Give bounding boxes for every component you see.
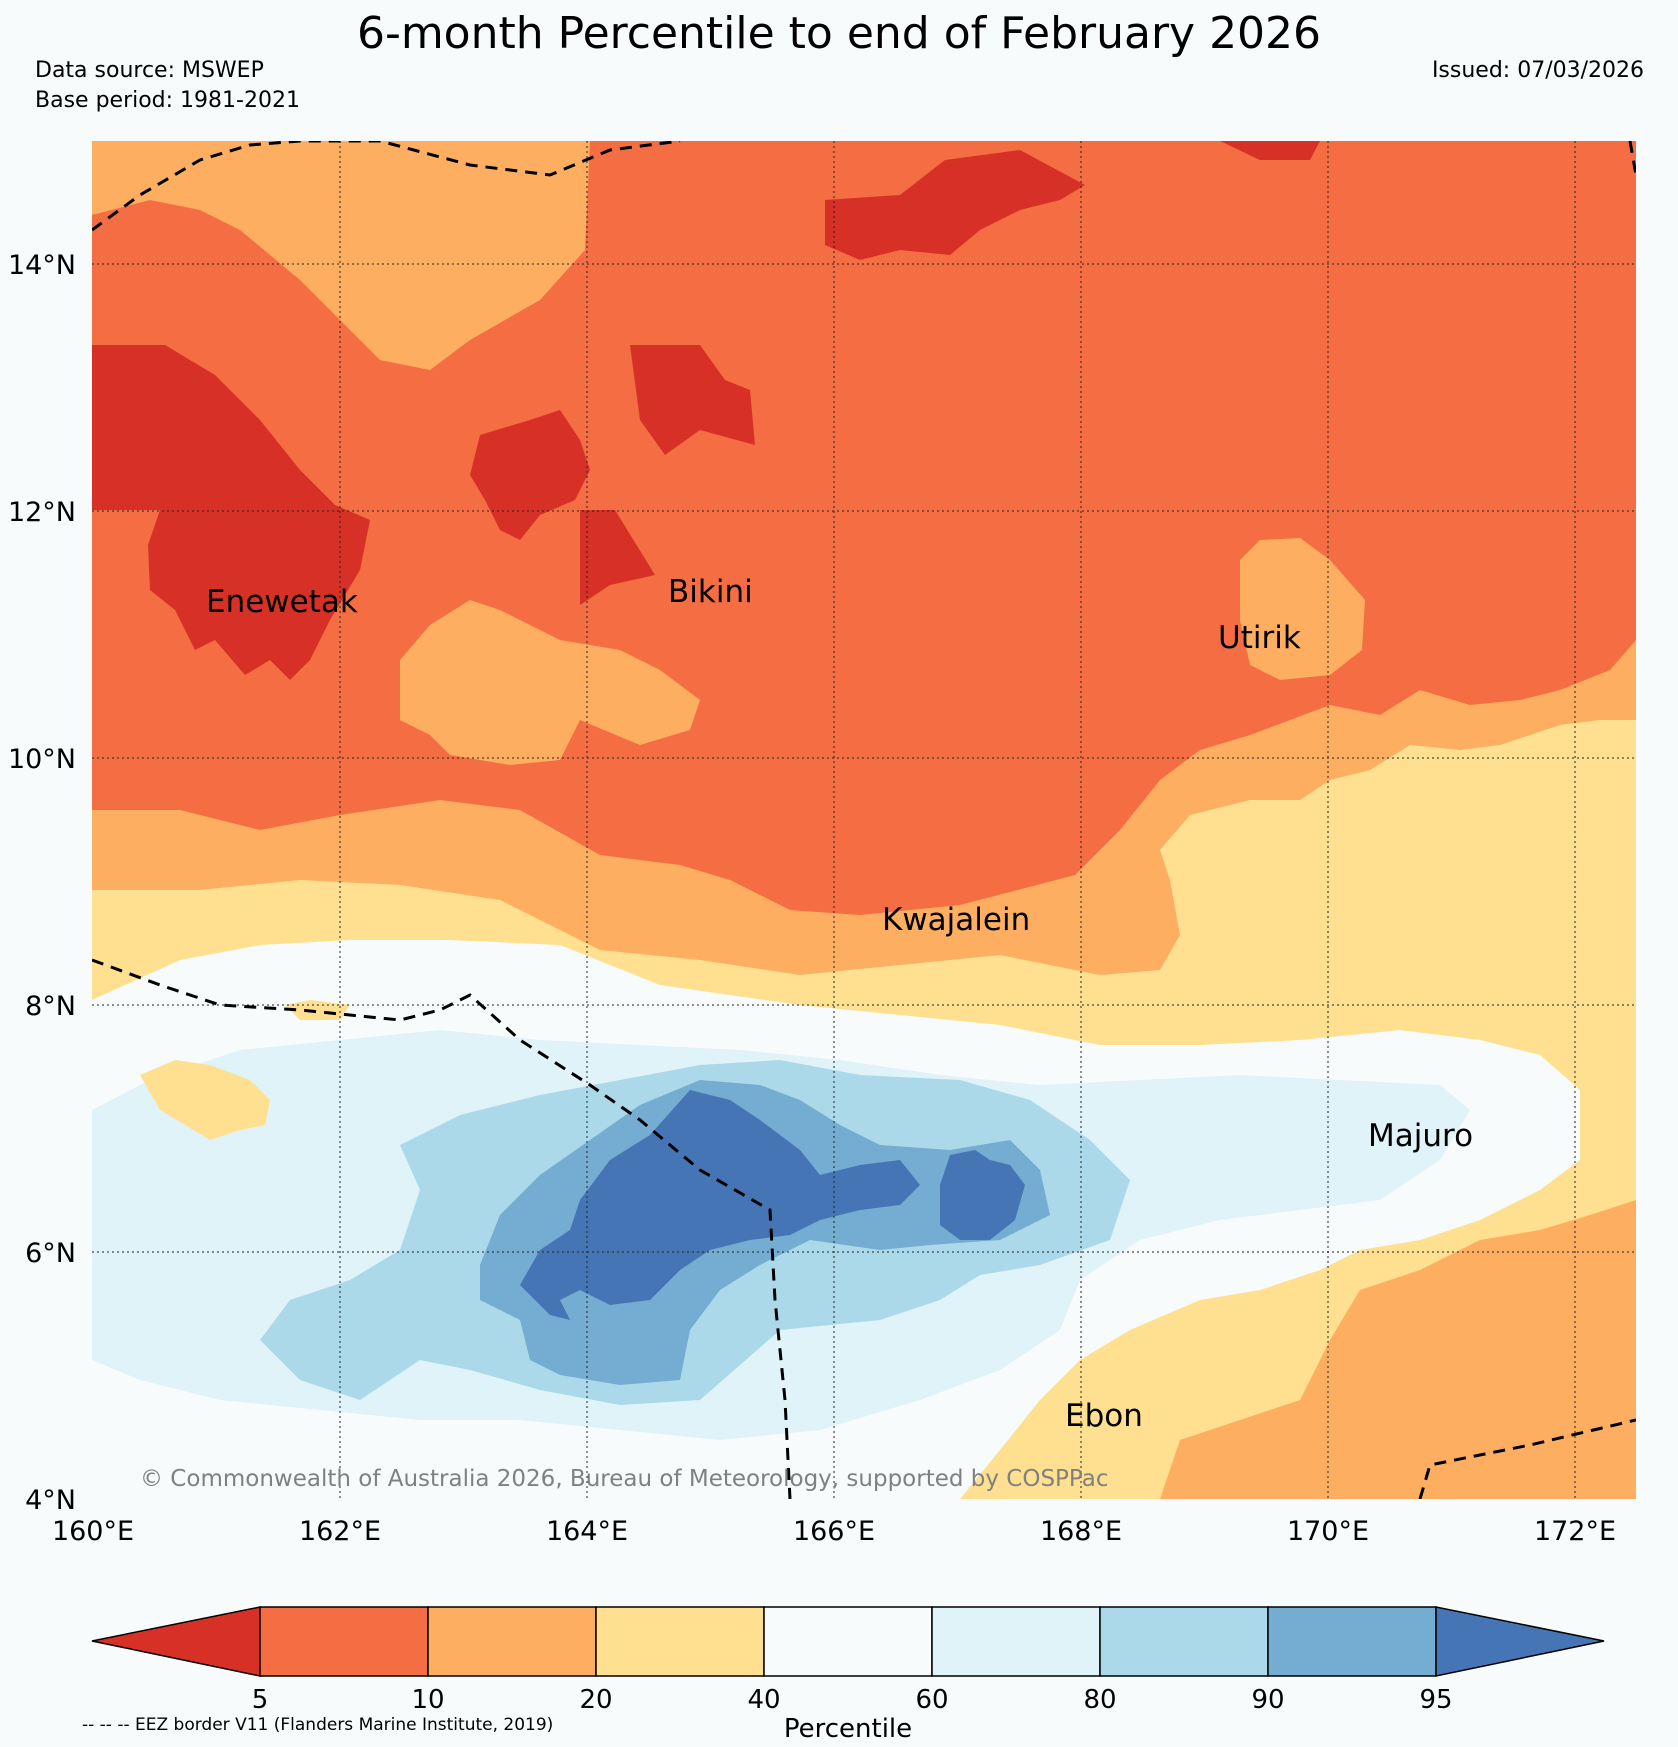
place-label-kwajalein: Kwajalein (882, 902, 1030, 938)
place-label-utirik: Utirik (1218, 620, 1301, 656)
field-40-60-patch-west (140, 1060, 270, 1140)
issued-date-text: Issued: 07/03/2026 (1431, 58, 1644, 83)
lat-label-6n: 6°N (25, 1238, 76, 1269)
field-5-10-northeast (1220, 141, 1320, 160)
place-label-bikini: Bikini (668, 574, 753, 610)
field-20-40-northwest (92, 141, 590, 370)
lat-label-8n: 8°N (25, 991, 76, 1022)
eez-border-ne (1628, 141, 1636, 176)
field-above-95-east (940, 1150, 1025, 1240)
colorbar-segment-10-20 (427, 1606, 597, 1677)
base-period-text: Base period: 1981-2021 (35, 88, 300, 113)
lon-label-160e: 160°E (52, 1516, 134, 1547)
lon-label-166e: 166°E (793, 1516, 875, 1547)
field-20-40-utirik (1240, 538, 1365, 680)
field-5-10-bikini-a (470, 410, 590, 540)
eez-border-se (1418, 1418, 1636, 1499)
eez-borders (92, 141, 1636, 1499)
colorbar-segment-40-60 (763, 1606, 933, 1677)
field-above-95-core (520, 1090, 920, 1320)
colorbar-tick-80: 80 (1083, 1685, 1116, 1715)
field-20-40-southeast (1160, 1200, 1636, 1499)
colorbar-tick-5: 5 (252, 1685, 269, 1715)
colorbar-title: Percentile (784, 1714, 912, 1744)
field-5-10-bikini-b (580, 510, 655, 605)
lat-label-14n: 14°N (8, 250, 76, 281)
colorbar-tick-40: 40 (747, 1685, 780, 1715)
field-5-10-bikini-c (630, 345, 755, 455)
colorbar-segment-lt5 (91, 1606, 261, 1677)
lon-label-168e: 168°E (1040, 1516, 1122, 1547)
lat-label-12n: 12°N (8, 497, 76, 528)
colorbar-tick-60: 60 (915, 1685, 948, 1715)
colorbar-segment-60-80 (931, 1606, 1101, 1677)
eez-border-west (92, 958, 792, 1499)
lon-label-172e: 172°E (1534, 1516, 1616, 1547)
colorbar-segment-gt95 (1435, 1606, 1605, 1677)
colorbar-segment-5-10 (259, 1606, 429, 1677)
copyright-text: © Commonwealth of Australia 2026, Bureau… (140, 1466, 1109, 1492)
lon-label-162e: 162°E (299, 1516, 381, 1547)
colorbar-segment-80-90 (1099, 1606, 1269, 1677)
colorbar: 5 10 20 40 60 80 90 95 Percentile (91, 1606, 1605, 1744)
field-20-40-bikini-south (400, 600, 700, 765)
data-source-text: Data source: MSWEP (35, 58, 264, 83)
eez-border-note: -- -- -- EEZ border V11 (Flanders Marine… (82, 1715, 553, 1735)
place-label-enewetak: Enewetak (206, 584, 358, 620)
field-5-10-north (825, 150, 1085, 260)
map-title: 6-month Percentile to end of February 20… (356, 8, 1322, 59)
place-label-majuro: Majuro (1368, 1118, 1473, 1154)
graticule (92, 141, 1636, 1499)
colorbar-segment-90-95 (1267, 1606, 1437, 1677)
colorbar-segment-20-40 (595, 1606, 765, 1677)
lat-label-4n: 4°N (25, 1485, 76, 1516)
colorbar-tick-90: 90 (1251, 1685, 1284, 1715)
lon-label-164e: 164°E (546, 1516, 628, 1547)
colorbar-tick-10: 10 (411, 1685, 444, 1715)
colorbar-tick-20: 20 (579, 1685, 612, 1715)
map-fields (92, 141, 1636, 1499)
field-5-10-enewetak (92, 345, 370, 680)
colorbar-tick-95: 95 (1419, 1685, 1452, 1715)
lat-label-10n: 10°N (8, 744, 76, 775)
lon-label-170e: 170°E (1287, 1516, 1369, 1547)
place-label-ebon: Ebon (1065, 1398, 1143, 1434)
